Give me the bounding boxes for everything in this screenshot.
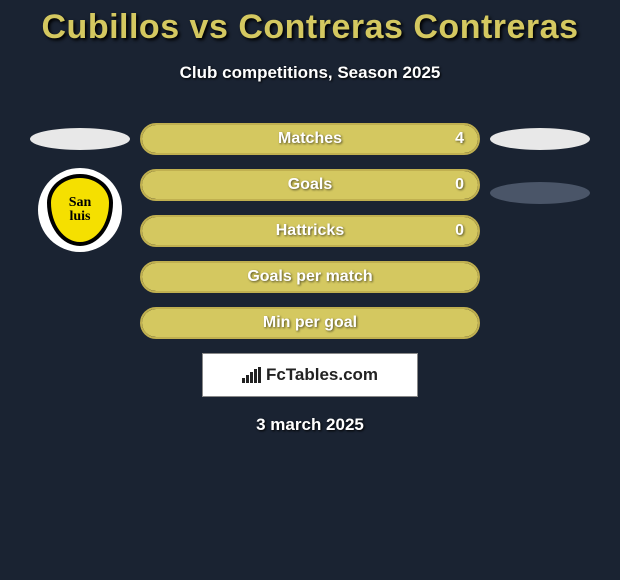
- stat-value: 0: [455, 222, 464, 240]
- badge-text-bottom: luis: [69, 210, 90, 224]
- stat-label: Goals: [288, 176, 332, 194]
- san-luis-shield-icon: San luis: [47, 174, 113, 246]
- badge-text-top: San: [69, 196, 92, 210]
- stat-label: Min per goal: [263, 314, 357, 332]
- stat-row-goals: Goals 0: [140, 169, 480, 201]
- left-player-column: San luis: [20, 123, 140, 339]
- page-subtitle: Club competitions, Season 2025: [180, 63, 441, 83]
- comparison-body: San luis Matches 4 Goals 0 Hattricks 0: [0, 123, 620, 339]
- update-date: 3 march 2025: [256, 415, 364, 435]
- stat-label: Matches: [278, 130, 342, 148]
- stat-row-goals-per-match: Goals per match: [140, 261, 480, 293]
- stats-list: Matches 4 Goals 0 Hattricks 0 Goals per …: [140, 123, 480, 339]
- right-player-column: [480, 123, 600, 339]
- stat-label: Hattricks: [276, 222, 344, 240]
- stat-value: 4: [455, 130, 464, 148]
- stat-value: 0: [455, 176, 464, 194]
- club-badge-left: San luis: [38, 168, 122, 252]
- stat-label: Goals per match: [247, 268, 372, 286]
- bar-chart-icon: [242, 367, 262, 383]
- stat-row-hattricks: Hattricks 0: [140, 215, 480, 247]
- stat-row-matches: Matches 4: [140, 123, 480, 155]
- stat-row-min-per-goal: Min per goal: [140, 307, 480, 339]
- player-photo-placeholder-right: [490, 128, 590, 150]
- club-badge-placeholder-right: [490, 182, 590, 204]
- player-photo-placeholder-left: [30, 128, 130, 150]
- comparison-card: Cubillos vs Contreras Contreras Club com…: [0, 0, 620, 435]
- page-title: Cubillos vs Contreras Contreras: [42, 8, 579, 47]
- brand-attribution[interactable]: FcTables.com: [202, 353, 418, 397]
- brand-name: FcTables.com: [266, 365, 378, 385]
